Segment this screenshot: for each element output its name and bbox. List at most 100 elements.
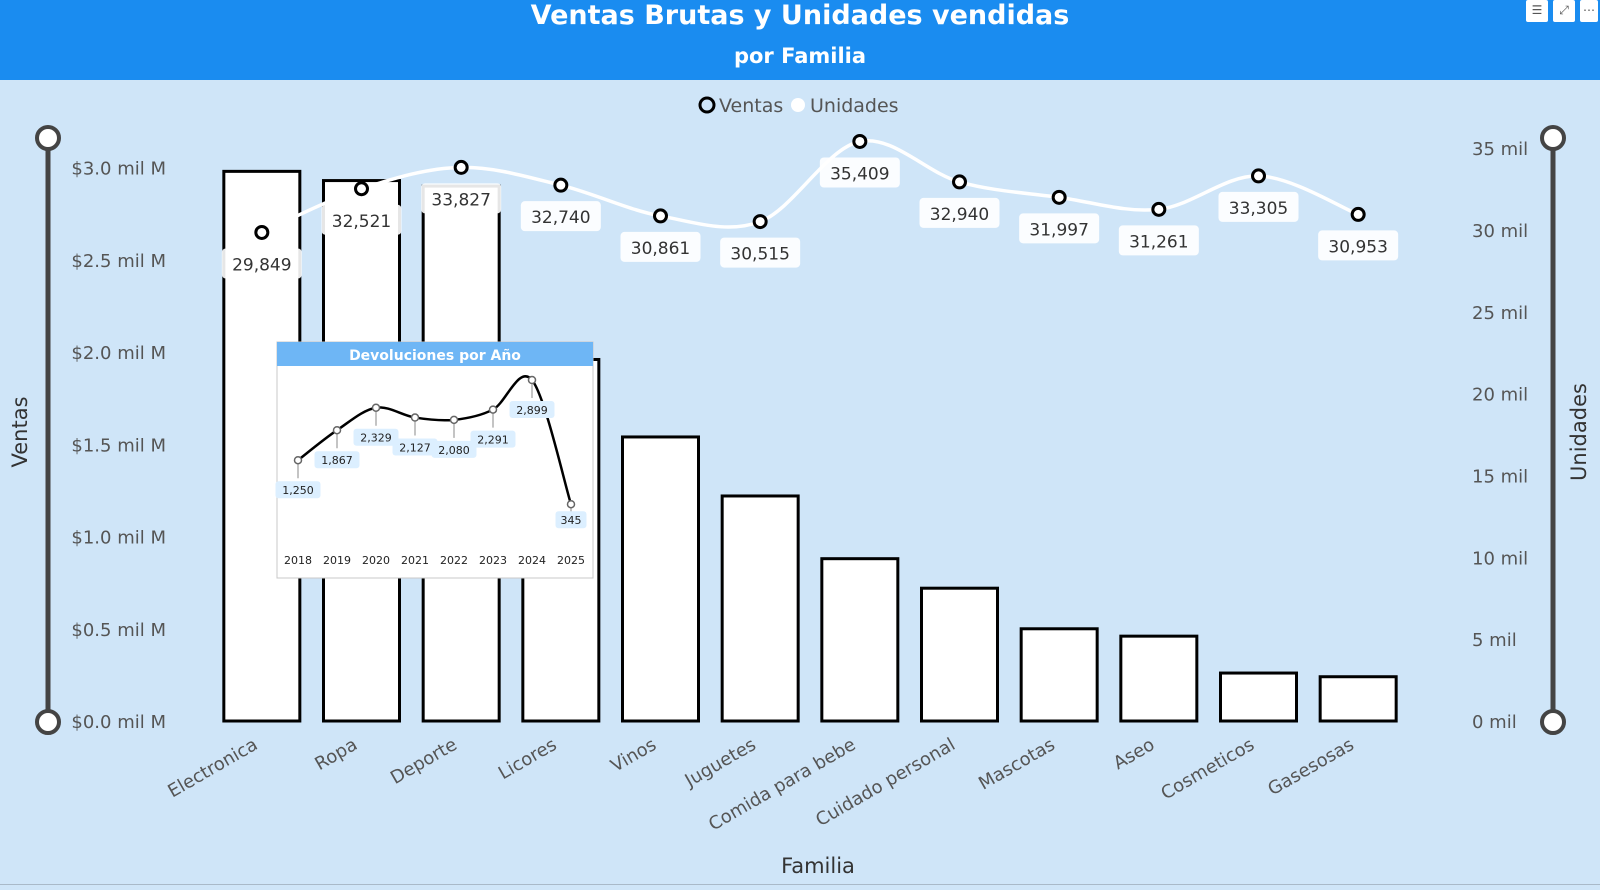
devoluciones-label-bg (314, 451, 360, 469)
unidades-point (952, 174, 967, 190)
more-options-icon[interactable]: ⋯ (1580, 0, 1598, 22)
devoluciones-data-label: 2,329 (360, 432, 392, 445)
y-tick-label: $0.5 mil M (71, 620, 166, 641)
ventas-bar (1119, 634, 1199, 723)
unidades-label-bg (221, 248, 302, 279)
ventas-bar (720, 494, 800, 723)
y2-tick-label: 15 mil (1472, 467, 1528, 488)
unidades-data-label: 32,940 (930, 205, 989, 225)
ventas-bar (1019, 627, 1099, 723)
unidades-data-label: 33,827 (431, 190, 490, 210)
x-tick-label: Cosmeticos (1158, 734, 1258, 804)
devoluciones-label-bg (555, 511, 587, 529)
devoluciones-x-tick: 2025 (557, 554, 585, 567)
unidades-label-bg (1118, 225, 1199, 256)
devoluciones-tooltip: Devoluciones por Año 1,250 1,867 2,329 2,127… (271, 341, 594, 579)
x-tick-label: Mascotas (975, 734, 1059, 794)
x-tick-label: Vinos (607, 734, 660, 777)
y-tick-label: $3.0 mil M (71, 159, 166, 180)
chart-header: Ventas Brutas y Unidades vendidas por Fa… (0, 0, 1600, 80)
chart-legend: Ventas Unidades (698, 95, 899, 117)
unidades-data-label: 31,997 (1029, 220, 1088, 240)
chart-subtitle: por Familia (733, 44, 867, 68)
y2-tick-label: 10 mil (1472, 548, 1528, 569)
unidades-data-label: 31,261 (1129, 232, 1188, 252)
unidades-point (453, 159, 469, 175)
unidades-label-bg (1218, 191, 1299, 222)
unidades-data-label: 29,849 (232, 255, 291, 275)
unidades-point (752, 214, 768, 230)
y-tick-label: $1.0 mil M (71, 528, 166, 549)
unidades-point (1151, 201, 1167, 217)
unidades-label-bg (1318, 230, 1399, 261)
devoluciones-label-bg (353, 428, 399, 446)
unidades-point (254, 224, 270, 240)
tooltip-header (277, 342, 593, 366)
unidades-label-bg (819, 157, 900, 188)
unidades-label-bg (720, 237, 801, 268)
x-tick-label: Gasesosas (1264, 734, 1357, 800)
unidades-data-label: 30,953 (1328, 237, 1387, 257)
ventas-bars (222, 169, 1398, 723)
devoluciones-x-tick: 2020 (362, 554, 390, 567)
devoluciones-data-label: 2,899 (516, 404, 548, 417)
devoluciones-point (293, 455, 303, 465)
legend-marker-unidades (791, 98, 805, 112)
y-axis-right: 0 mil 5 mil 10 mil 15 mil 20 mil 25 mil 30 mil… (1472, 125, 1591, 735)
y-axis-right-slider-top-handle (1540, 125, 1566, 151)
unidades-point (553, 177, 569, 193)
unidades-point (354, 181, 369, 197)
devoluciones-point (449, 415, 459, 425)
y2-tick-label: 5 mil (1472, 630, 1517, 651)
devoluciones-data-label: 345 (561, 514, 582, 527)
x-tick-label: Ropa (311, 734, 361, 775)
unidades-data-label: 30,515 (730, 245, 789, 265)
unidades-data-label: 32,521 (332, 212, 391, 232)
devoluciones-data-label: 2,127 (399, 442, 431, 455)
unidades-label-bg (321, 204, 402, 235)
unidades-point (653, 208, 668, 224)
focus-mode-icon[interactable]: ⤢ (1553, 0, 1575, 22)
legend-marker-ventas (698, 96, 716, 114)
y2-tick-label: 30 mil (1472, 221, 1528, 242)
devoluciones-data-label: 1,867 (321, 454, 353, 467)
unidades-point (1350, 206, 1366, 222)
unidades-point (852, 133, 868, 149)
devoluciones-point (332, 425, 342, 435)
unidades-point (1051, 189, 1067, 205)
y-tick-label: $2.5 mil M (71, 251, 166, 272)
devoluciones-point (410, 413, 420, 422)
unidades-label-bg (421, 183, 502, 214)
y-axis-title: Ventas (8, 396, 32, 467)
y2-tick-label: 35 mil (1472, 139, 1528, 160)
legend-label-unidades: Unidades (810, 95, 899, 117)
unidades-point (1251, 168, 1266, 184)
devoluciones-x-tick: 2023 (479, 554, 507, 567)
unidades-line (261, 138, 1359, 235)
devoluciones-data-label: 2,080 (438, 444, 470, 457)
y2-axis-title: Unidades (1567, 383, 1591, 481)
ventas-bar (621, 435, 700, 723)
y-tick-label: $2.0 mil M (71, 343, 166, 364)
x-tick-label: Deporte (387, 734, 461, 789)
unidades-data-label: 30,861 (631, 239, 690, 259)
y-axis-left: $0.0 mil M $0.5 mil M $1.0 mil M $1.5 mil M… (8, 125, 166, 735)
y-axis-left-slider-bottom-handle (35, 709, 61, 735)
bottom-divider (0, 884, 1600, 885)
ventas-bar (920, 586, 999, 723)
x-tick-label: Electronica (164, 734, 261, 802)
y-tick-label: $0.0 mil M (71, 712, 166, 733)
devoluciones-x-tick: 2022 (440, 554, 468, 567)
devoluciones-x-tick: 2021 (401, 554, 429, 567)
unidades-data-label: 32,740 (531, 208, 590, 228)
filter-icon[interactable]: ☰ (1526, 0, 1548, 22)
devoluciones-point (527, 375, 537, 385)
devoluciones-label-bg (431, 440, 477, 458)
unidades-data-label: 33,305 (1229, 199, 1288, 219)
y2-tick-label: 25 mil (1472, 303, 1528, 324)
unidades-label-bg (919, 197, 1000, 228)
unidades-series: 29,849 32,521 33,827 32,740 30,861 30,515 35,4… (221, 133, 1399, 279)
devoluciones-label-bg (509, 401, 555, 418)
devoluciones-x-tick: 2019 (323, 554, 351, 567)
